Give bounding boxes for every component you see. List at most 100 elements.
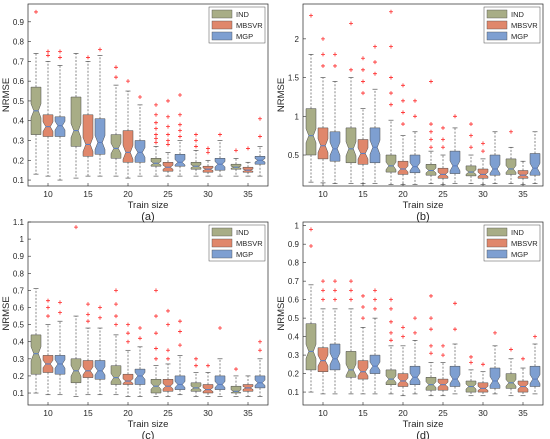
outlier-marker [321, 36, 325, 41]
outlier-marker [481, 362, 485, 367]
x-tick-label: 30 [478, 189, 488, 199]
legend-swatch-mbsvr [211, 238, 233, 248]
box-ind-25 [425, 293, 437, 397]
plot-frame [27, 3, 269, 187]
box-mgp-10 [329, 279, 341, 395]
x-axis-label: Train size [128, 200, 169, 211]
box-mgp-20 [409, 98, 421, 185]
box-ind-20 [385, 297, 397, 395]
outlier-marker [154, 126, 158, 131]
legend-swatch-mgp [486, 249, 508, 259]
outlier-marker [429, 137, 433, 142]
box-body [305, 108, 317, 156]
box-body [465, 165, 477, 177]
outlier-marker [401, 83, 405, 88]
panel-label: (a) [141, 211, 154, 223]
x-tick-label: 25 [438, 408, 448, 418]
outlier-marker [349, 297, 353, 302]
box-body [345, 351, 357, 378]
outlier-marker [453, 114, 457, 119]
box-body [409, 365, 421, 385]
chart-panel-b: 0.5 1 1.5 2 10 15 20 25 30 35 Train size NRMSE (b) IN… [276, 3, 544, 223]
outlier-marker [413, 316, 417, 321]
outlier-marker [154, 346, 158, 351]
box-mgp-30 [214, 326, 226, 397]
outlier-marker [206, 150, 210, 155]
box-body [505, 373, 517, 389]
box-body [162, 379, 174, 392]
box-mgp-15 [369, 44, 381, 184]
outlier-marker [441, 343, 445, 348]
outlier-marker [401, 122, 405, 127]
y-tick-label: 0.1 [288, 388, 300, 397]
outlier-marker [349, 67, 353, 72]
box-mgp-10 [329, 52, 341, 184]
box-body [82, 114, 94, 157]
outlier-marker [533, 334, 537, 339]
box-mbsvr-10 [42, 298, 54, 396]
legend-label-mgp: MGP [511, 250, 528, 259]
box-body [150, 158, 162, 167]
legend-swatch-mgp [211, 31, 233, 41]
outlier-marker [258, 348, 262, 353]
outlier-marker [469, 133, 473, 138]
y-tick-label: 0.5 [288, 314, 300, 323]
box-mbsvr-30 [202, 146, 214, 177]
outlier-marker [178, 122, 182, 127]
box-body [449, 365, 461, 387]
y-tick-label: 1 [295, 112, 300, 121]
legend-swatch-mbsvr [486, 20, 508, 30]
box-ind-15 [345, 21, 357, 184]
box-body [369, 127, 381, 164]
outlier-marker [429, 327, 433, 332]
outlier-marker [126, 339, 130, 344]
y-tick-label: 0.5 [13, 321, 25, 330]
outlier-marker [401, 110, 405, 115]
box-body [54, 355, 66, 375]
outlier-marker [321, 279, 325, 284]
y-tick-label: 0.3 [13, 355, 25, 364]
outlier-marker [401, 98, 405, 103]
box-ind-35 [230, 148, 242, 177]
box-mbsvr-10 [42, 49, 54, 177]
outlier-marker [441, 137, 445, 142]
box-mgp-35 [529, 131, 541, 184]
box-mbsvr-10 [317, 279, 329, 395]
box-mgp-20 [134, 326, 146, 397]
plot-frame [302, 221, 544, 406]
legend-swatch-ind [486, 227, 508, 237]
box-mgp-30 [214, 132, 226, 177]
outlier-marker [469, 122, 473, 127]
box-body [517, 170, 529, 179]
y-tick-label: 0.5 [13, 97, 25, 106]
box-mbsvr-20 [397, 83, 409, 185]
outlier-marker [481, 141, 485, 146]
y-tick-label: 0.4 [13, 117, 25, 126]
outlier-marker [429, 145, 433, 150]
outlier-marker [321, 52, 325, 57]
y-tick-label: 0.7 [13, 286, 25, 295]
box-mbsvr-25 [437, 343, 449, 397]
outlier-marker [429, 351, 433, 356]
x-axis-label: Train size [403, 419, 444, 430]
y-tick-label: 1 [295, 222, 300, 231]
x-tick-label: 35 [243, 408, 253, 418]
box-ind-25 [425, 79, 437, 184]
box-body [134, 368, 146, 385]
y-tick-label: 0.3 [288, 351, 300, 360]
outlier-marker [373, 288, 377, 293]
outlier-marker [34, 9, 38, 14]
outlier-marker [481, 149, 485, 154]
x-tick-label: 10 [318, 408, 328, 418]
y-tick-label: 2 [295, 35, 300, 44]
y-tick-label: 0.8 [288, 259, 300, 268]
outlier-marker [413, 330, 417, 335]
box-body [409, 154, 421, 174]
outlier-marker [321, 288, 325, 293]
outlier-marker [46, 49, 50, 54]
x-tick-label: 25 [163, 189, 173, 199]
y-tick-label: 0.2 [13, 372, 25, 381]
box-body [190, 382, 202, 392]
outlier-marker [178, 329, 182, 334]
outlier-marker [154, 288, 158, 293]
